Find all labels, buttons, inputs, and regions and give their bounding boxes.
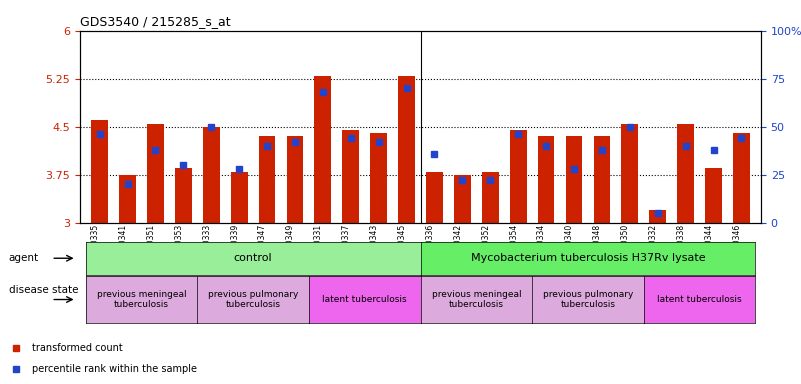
Text: latent tuberculosis: latent tuberculosis — [658, 295, 742, 304]
Bar — [231, 172, 248, 223]
Text: previous pulmonary
tuberculosis: previous pulmonary tuberculosis — [543, 290, 633, 309]
Text: Mycobacterium tuberculosis H37Rv lysate: Mycobacterium tuberculosis H37Rv lysate — [471, 253, 705, 263]
Bar — [203, 127, 219, 223]
Text: previous meningeal
tuberculosis: previous meningeal tuberculosis — [432, 290, 521, 309]
Bar — [259, 136, 276, 223]
Text: agent: agent — [8, 253, 38, 263]
Bar — [537, 136, 554, 223]
Bar — [482, 172, 499, 223]
Bar — [677, 124, 694, 223]
Text: percentile rank within the sample: percentile rank within the sample — [32, 364, 197, 374]
Bar — [315, 76, 332, 223]
Bar — [342, 130, 359, 223]
Bar — [622, 124, 638, 223]
Text: transformed count: transformed count — [32, 343, 123, 353]
Bar — [454, 175, 471, 223]
Text: control: control — [234, 253, 272, 263]
Bar — [705, 168, 722, 223]
Bar — [426, 172, 443, 223]
Text: previous pulmonary
tuberculosis: previous pulmonary tuberculosis — [208, 290, 298, 309]
Text: GDS3540 / 215285_s_at: GDS3540 / 215285_s_at — [80, 15, 231, 28]
Bar — [509, 130, 526, 223]
Text: latent tuberculosis: latent tuberculosis — [323, 295, 407, 304]
Bar — [175, 168, 191, 223]
Bar — [733, 133, 750, 223]
Text: disease state: disease state — [10, 285, 78, 295]
Bar — [594, 136, 610, 223]
Bar — [91, 120, 108, 223]
Text: previous meningeal
tuberculosis: previous meningeal tuberculosis — [97, 290, 187, 309]
Bar — [287, 136, 304, 223]
Bar — [119, 175, 136, 223]
Bar — [398, 76, 415, 223]
Bar — [566, 136, 582, 223]
Bar — [147, 124, 164, 223]
Bar — [370, 133, 387, 223]
Bar — [650, 210, 666, 223]
